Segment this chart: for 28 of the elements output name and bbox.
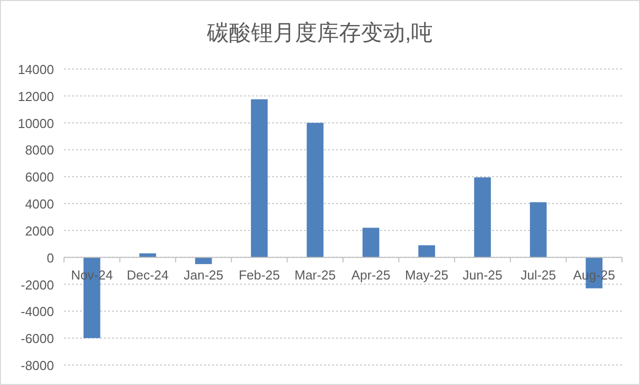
bar	[530, 202, 547, 258]
y-tick-label: 6000	[25, 170, 54, 185]
chart-title: 碳酸锂月度库存变动,吨	[206, 20, 434, 45]
y-tick-label: -4000	[20, 304, 54, 320]
y-tick-label: -8000	[20, 358, 54, 373]
bar	[362, 228, 380, 258]
x-tick-label: Jun-25	[462, 267, 502, 282]
y-tick-label: 2000	[25, 223, 54, 238]
x-tick-label: Apr-25	[351, 267, 390, 282]
x-tick-label: Feb-25	[238, 267, 280, 282]
y-tick-label: -2000	[20, 277, 54, 292]
y-tick-label: 4000	[25, 196, 54, 212]
x-tick-label: Dec-24	[126, 267, 169, 282]
bar	[250, 99, 268, 258]
y-tick-label: 8000	[25, 142, 54, 158]
y-tick-label: -6000	[20, 331, 54, 346]
y-tick-label: 0	[46, 250, 54, 266]
bar	[306, 122, 324, 258]
y-tick-label: 10000	[18, 116, 54, 131]
bar	[195, 257, 212, 264]
x-tick-label: Jul-25	[520, 267, 556, 282]
bar	[418, 245, 436, 258]
x-tick-label: May-25	[405, 267, 448, 282]
x-tick-label: Mar-25	[294, 267, 336, 282]
y-tick-label: 12000	[18, 88, 54, 104]
x-tick-label: Jan-25	[184, 267, 224, 282]
bar	[474, 177, 491, 258]
y-tick-label: 14000	[18, 62, 54, 77]
